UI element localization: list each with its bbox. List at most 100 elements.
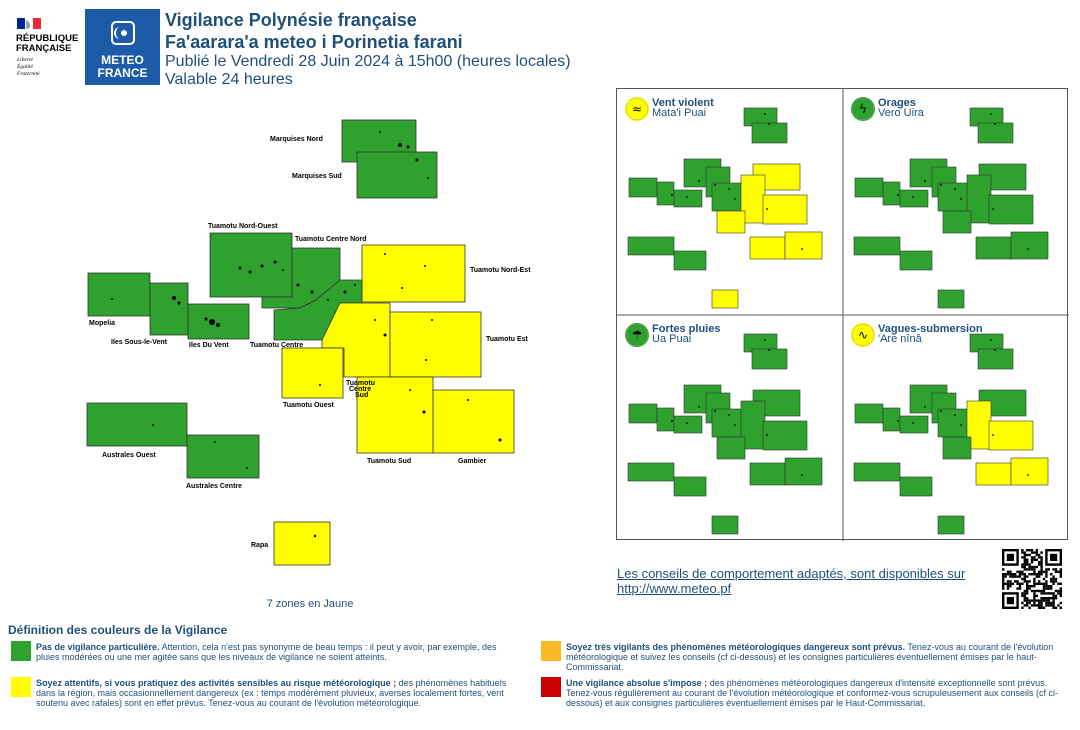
- mini-island-speck: [698, 180, 700, 182]
- legend-swatch-yellow: [11, 677, 31, 697]
- mini-island-speck: [734, 424, 736, 426]
- zone-tuamotu-centre[interactable]: [273, 279, 363, 341]
- mini-island-speck: [912, 196, 914, 198]
- mini-zone-mo: [628, 403, 658, 424]
- panel-vagues-submersion[interactable]: ∿ Vagues-submersion 'Are nînâ: [843, 315, 1069, 541]
- validity-period: Valable 24 heures: [165, 71, 293, 88]
- label-tuamotu-sud: Tuamotu Sud: [367, 458, 411, 465]
- mini-zone-te: [762, 420, 808, 451]
- panel-subtitle: Ua Puai: [652, 333, 692, 345]
- legend-swatch-green: [11, 641, 31, 661]
- mini-island-speck: [768, 123, 770, 125]
- mini-island-speck: [992, 208, 994, 210]
- panel-subtitle: 'Are nînâ: [878, 333, 922, 345]
- mini-island-speck: [992, 434, 994, 436]
- zone-australes-ouest[interactable]: [86, 402, 188, 447]
- wind-icon: ≈: [625, 97, 649, 121]
- mini-island-speck: [728, 414, 730, 416]
- mini-island-speck: [994, 349, 996, 351]
- panel-title: Vent violent: [652, 97, 714, 109]
- label-rapa: Rapa: [251, 542, 268, 549]
- mini-island-speck: [940, 184, 942, 186]
- mini-zone-tc: [711, 182, 743, 212]
- mini-zone-ms: [977, 122, 1014, 144]
- zone-mopelia[interactable]: [87, 272, 151, 317]
- mini-island-speck: [994, 123, 996, 125]
- mini-island-speck: [686, 196, 688, 198]
- mini-zone-ra: [711, 289, 739, 309]
- svg-text:∿: ∿: [858, 328, 868, 342]
- advice-text: Les conseils de comportement adaptés, so…: [617, 566, 966, 581]
- mini-island-speck: [671, 420, 673, 422]
- legend-title: Définition des couleurs de la Vigilance: [8, 623, 228, 637]
- wave-icon: ∿: [851, 323, 875, 347]
- phenomena-panels: ≈ Vent violent Mata'i Puai ϟ Orages Vero…: [616, 88, 1069, 541]
- panel-subtitle: Vero Uira: [878, 107, 924, 119]
- label-tuamotu-centre: Tuamotu Centre: [250, 342, 303, 349]
- label-tuamotu-nord-ouest: Tuamotu Nord-Ouest: [208, 223, 278, 230]
- panel-orages[interactable]: ϟ Orages Vero Uira: [843, 89, 1069, 315]
- legend-green-text: Pas de vigilance particulière. Attention…: [36, 642, 497, 662]
- page-title-tahitian: Fa'aarara'a meteo i Porinetia farani: [165, 32, 463, 52]
- meteo-france-logo: METEO FRANCE: [85, 9, 160, 85]
- mini-island-speck: [990, 113, 992, 115]
- mini-zone-te: [988, 194, 1034, 225]
- zone-australes-centre[interactable]: [186, 434, 260, 479]
- panel-title: Fortes pluies: [652, 323, 721, 335]
- zone-tuamotu-nord-est[interactable]: [361, 244, 466, 303]
- mini-island-speck: [960, 198, 962, 200]
- qr-code-icon[interactable]: [1002, 549, 1062, 609]
- label-iles-sous-le-vent: Iles Sous-le-Vent: [111, 339, 168, 346]
- label-marquises-nord: Marquises Nord: [270, 136, 323, 143]
- label-mopelia: Mopelia: [89, 320, 115, 327]
- panel-vent-violent[interactable]: ≈ Vent violent Mata'i Puai: [617, 89, 843, 315]
- legend-orange-text: Soyez très vigilants des phénomènes mété…: [566, 642, 1054, 672]
- zone-iles-sous-le-vent[interactable]: [149, 282, 189, 336]
- rain-icon: ☂: [625, 323, 649, 347]
- mini-zone-ga: [784, 457, 823, 486]
- mini-island-speck: [960, 424, 962, 426]
- mini-zone-to: [716, 210, 746, 234]
- mini-island-speck: [897, 194, 899, 196]
- zone-tuamotu-nord-ouest[interactable]: [209, 232, 293, 298]
- mini-island-speck: [768, 349, 770, 351]
- mini-zone-idv: [673, 189, 703, 208]
- label-tuamotu-centre-sud-3: Sud: [355, 392, 368, 399]
- mini-island-speck: [801, 474, 803, 476]
- mini-zone-mo: [854, 403, 884, 424]
- mini-zone-isv: [882, 407, 901, 432]
- mini-zone-isv: [656, 407, 675, 432]
- zone-tuamotu-est[interactable]: [389, 311, 482, 378]
- mini-zone-ts: [749, 236, 786, 260]
- republic-motto-3: Fraternité: [16, 71, 40, 77]
- mini-zone-te: [988, 420, 1034, 451]
- mini-island-speck: [714, 184, 716, 186]
- mini-zone-tc: [937, 182, 969, 212]
- mini-zone-te: [762, 194, 808, 225]
- mini-zone-ao: [853, 462, 901, 482]
- mini-zone-ga: [784, 231, 823, 260]
- mini-map-vagues-submersion: [853, 333, 1049, 535]
- advice-link[interactable]: Les conseils de comportement adaptés, so…: [617, 566, 987, 596]
- mini-map-orages: [853, 107, 1049, 309]
- panel-title: Vagues-submersion: [878, 323, 983, 335]
- label-iles-du-vent: Iles Du Vent: [189, 342, 229, 349]
- zone-gambier[interactable]: [432, 389, 515, 454]
- label-tuamotu-nord-est: Tuamotu Nord-Est: [470, 267, 531, 274]
- zone-tuamotu-sud[interactable]: [356, 376, 434, 454]
- label-gambier: Gambier: [458, 458, 487, 465]
- zone-marquises-sud[interactable]: [356, 151, 438, 199]
- mini-zone-ms: [977, 348, 1014, 370]
- panel-title: Orages: [878, 97, 916, 109]
- mini-island-speck: [714, 410, 716, 412]
- svg-text:≈: ≈: [632, 102, 642, 116]
- mini-zone-ga: [1010, 231, 1049, 260]
- panel-subtitle: Mata'i Puai: [652, 107, 707, 119]
- mini-island-speck: [728, 188, 730, 190]
- zone-rapa[interactable]: [273, 521, 331, 566]
- zone-iles-du-vent[interactable]: [187, 303, 250, 340]
- panel-fortes-pluies[interactable]: ☂ Fortes pluies Ua Puai: [617, 315, 843, 541]
- zone-tuamotu-ouest[interactable]: [281, 347, 344, 399]
- republic-line-2: FRANÇAISE: [16, 43, 71, 54]
- mini-zone-idv: [673, 415, 703, 434]
